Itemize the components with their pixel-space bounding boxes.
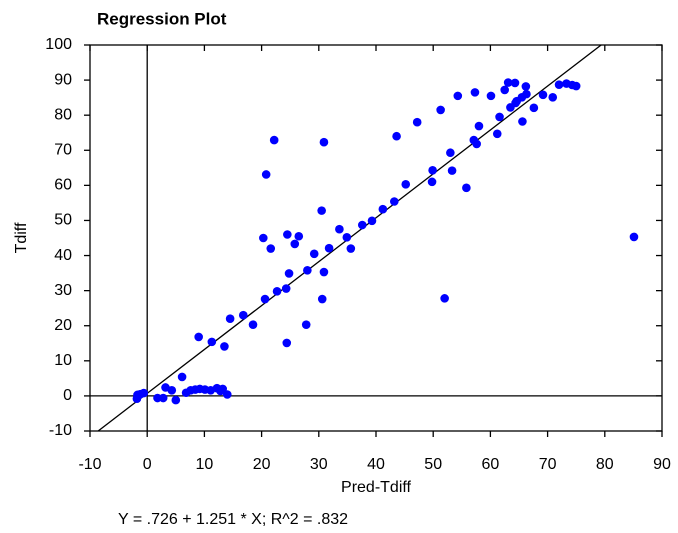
point	[529, 103, 539, 113]
point	[446, 148, 455, 158]
point	[554, 80, 564, 89]
x-tick-label: 50	[424, 456, 442, 473]
regression-line	[97, 45, 603, 431]
point	[282, 338, 292, 348]
y-tick-label: 90	[54, 71, 72, 88]
point	[303, 265, 312, 275]
point	[474, 121, 484, 131]
x-tick-label: 80	[596, 456, 614, 473]
regression-equation: Y = .726 + 1.251 * X; R^2 = .832	[118, 511, 348, 528]
plot-area	[90, 45, 662, 431]
point	[317, 294, 327, 304]
point	[346, 244, 356, 253]
point	[167, 385, 177, 395]
point	[259, 233, 268, 243]
point	[378, 204, 388, 214]
point	[453, 91, 463, 101]
point	[225, 314, 235, 324]
point	[447, 166, 457, 175]
point	[238, 310, 248, 320]
point	[548, 92, 558, 102]
y-tick-label: 40	[54, 247, 72, 264]
x-tick-label: 90	[653, 456, 671, 473]
point	[522, 89, 531, 99]
y-tick-label: 20	[54, 317, 72, 334]
point	[503, 78, 513, 87]
point	[367, 216, 377, 226]
point	[260, 294, 270, 304]
point	[248, 320, 258, 329]
point	[324, 243, 334, 253]
point	[272, 287, 282, 296]
point	[319, 137, 329, 147]
point	[342, 232, 352, 242]
point	[220, 342, 229, 351]
point	[510, 78, 520, 88]
point	[390, 197, 399, 206]
point	[436, 105, 445, 115]
point	[177, 372, 187, 382]
point	[301, 320, 311, 329]
point	[518, 117, 527, 126]
point	[500, 85, 510, 95]
point	[462, 183, 471, 193]
point	[284, 269, 294, 278]
point	[194, 332, 203, 342]
y-tick-label: 30	[54, 282, 72, 299]
point	[538, 90, 548, 100]
point	[629, 232, 639, 242]
point	[486, 91, 496, 101]
point	[521, 82, 531, 91]
y-tick-label: 80	[54, 106, 72, 123]
point	[207, 337, 217, 347]
point	[401, 180, 411, 189]
y-tick-label: 0	[63, 387, 72, 404]
y-tick-label: -10	[49, 422, 72, 439]
point	[470, 88, 480, 97]
point	[290, 239, 300, 249]
y-tick-label: 60	[54, 177, 72, 194]
x-tick-label: 40	[367, 456, 385, 473]
point	[266, 244, 276, 253]
y-tick-label: 10	[54, 352, 72, 369]
point	[571, 81, 581, 91]
x-tick-label: 70	[539, 456, 557, 473]
y-tick-label: 70	[54, 141, 72, 158]
chart-title: Regression Plot	[97, 9, 227, 28]
point	[171, 395, 181, 405]
point	[269, 135, 279, 145]
point	[428, 165, 437, 175]
y-tick-label: 50	[54, 212, 72, 229]
point	[492, 129, 502, 139]
x-tick-label: 60	[482, 456, 500, 473]
point	[495, 112, 504, 122]
point	[158, 393, 168, 403]
y-axis-label: Tdiff	[13, 222, 30, 253]
point	[261, 170, 271, 179]
point	[472, 139, 481, 149]
x-tick-label: 30	[310, 456, 328, 473]
point	[294, 231, 304, 241]
x-axis-label: Pred-Tdiff	[341, 479, 412, 496]
point	[427, 177, 437, 187]
x-tick-label: -10	[78, 456, 101, 473]
point	[412, 117, 422, 127]
point	[319, 267, 329, 277]
y-tick-label: 100	[45, 36, 72, 53]
plot-frame	[89, 44, 663, 432]
point	[392, 131, 401, 141]
x-tick-label: 0	[143, 456, 152, 473]
point	[335, 224, 344, 234]
point	[281, 284, 291, 293]
point	[317, 206, 326, 215]
point	[222, 390, 232, 399]
point	[139, 388, 149, 398]
x-tick-label: 20	[253, 456, 271, 473]
point	[283, 230, 292, 239]
point	[440, 294, 449, 303]
x-tick-label: 10	[196, 456, 214, 473]
point	[309, 249, 319, 259]
point	[357, 220, 367, 230]
